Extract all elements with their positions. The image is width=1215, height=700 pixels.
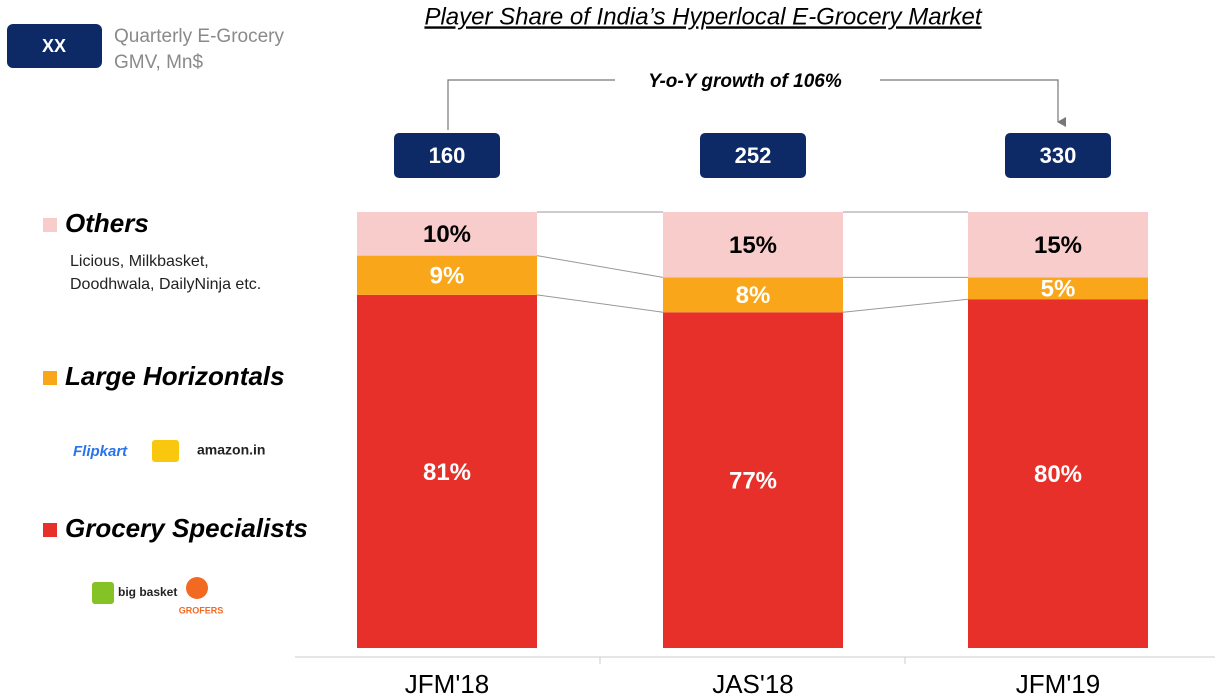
bar-segment	[968, 277, 1148, 300]
total-box	[394, 133, 500, 178]
chart-title: Player Share of India’s Hyperlocal E-Gro…	[424, 3, 982, 30]
brand-icon	[92, 582, 114, 604]
bracket	[447, 79, 615, 130]
legend-swatch	[43, 523, 57, 537]
brand-logo: Flipkart	[73, 443, 128, 460]
bar-segment	[357, 255, 537, 295]
x-tick-label: JFM'19	[1016, 669, 1100, 699]
legend-swatch	[43, 371, 57, 385]
value-label: 15%	[729, 232, 777, 259]
value-label: 77%	[729, 467, 777, 494]
total-label: 330	[1040, 143, 1077, 168]
bar-segment	[663, 312, 843, 648]
bar-segment	[968, 212, 1148, 278]
brand-logo: big basket	[118, 585, 177, 599]
subtitle: Quarterly E-Grocery	[114, 26, 284, 47]
connector	[536, 255, 664, 278]
bar-segment	[968, 299, 1148, 648]
total-label: 252	[735, 143, 772, 168]
x-tick-label: JFM'18	[405, 669, 489, 699]
legend-swatch	[43, 218, 57, 232]
subtitle: GMV, Mn$	[114, 52, 203, 73]
total-label: 160	[429, 143, 466, 168]
connector	[536, 294, 664, 313]
badge: XX	[42, 36, 66, 56]
bar-segment	[357, 294, 537, 648]
bar-segment	[357, 212, 537, 256]
bar-segment	[663, 212, 843, 278]
legend-note: Doodhwala, DailyNinja etc.	[70, 276, 261, 293]
annotation: Y-o-Y growth of 106%	[648, 71, 842, 92]
brand-logo: GROFERS	[179, 605, 224, 615]
value-label: 5%	[1041, 276, 1076, 303]
bracket	[880, 79, 1066, 127]
brand-icon	[186, 577, 208, 599]
total-box	[700, 133, 806, 178]
legend-label: Large Horizontals	[65, 361, 285, 391]
connector	[842, 298, 969, 313]
bar-segment	[663, 277, 843, 313]
legend-label: Others	[65, 208, 149, 238]
x-tick-label: JAS'18	[712, 669, 794, 699]
legend-note: Licious, Milkbasket,	[70, 253, 209, 270]
value-label: 15%	[1034, 232, 1082, 259]
value-label: 9%	[430, 263, 465, 290]
value-label: 8%	[736, 282, 771, 309]
brand-icon	[152, 440, 179, 462]
value-label: 81%	[423, 459, 471, 486]
total-box	[1005, 133, 1111, 178]
value-label: 10%	[423, 221, 471, 248]
brand-logo: amazon.in	[197, 442, 265, 458]
badge-box	[7, 24, 102, 68]
value-label: 80%	[1034, 461, 1082, 488]
legend-label: Grocery Specialists	[65, 513, 308, 543]
